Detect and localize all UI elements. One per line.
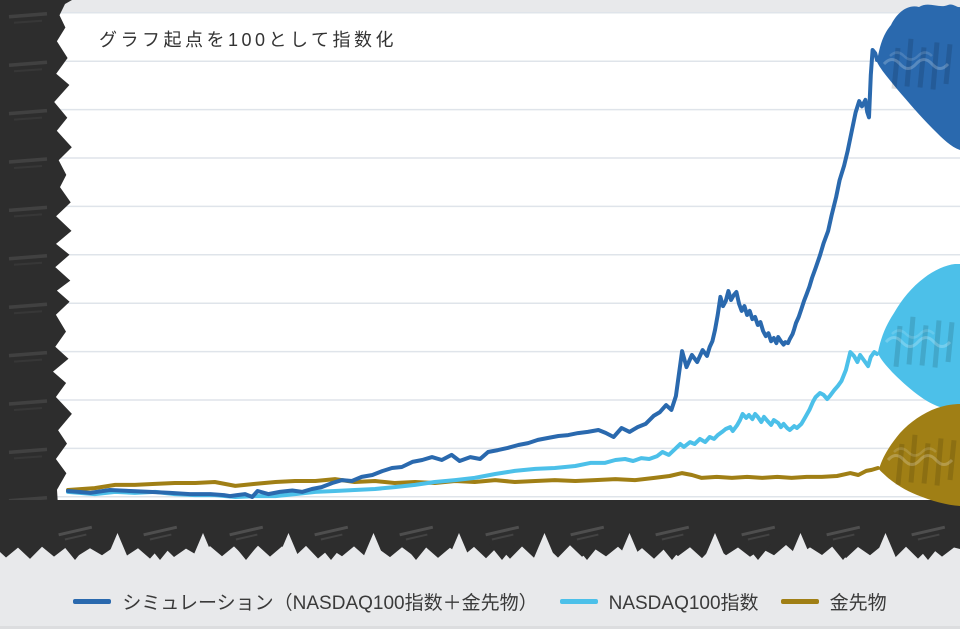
gridlines [0,12,960,498]
legend-item-simulation: シミュレーション（NASDAQ100指数＋金先物） [73,588,538,615]
redacted-date-label [911,525,946,541]
legend: シミュレーション（NASDAQ100指数＋金先物） NASDAQ100指数 金先… [0,586,960,616]
series-line [66,350,879,499]
redacted-date-label [143,525,178,541]
series-line [66,48,879,499]
legend-label-gold: 金先物 [829,592,887,614]
redacted-end-label-nasdaq100 [878,264,960,409]
series-line [66,466,880,492]
legend-swatch-nasdaq100 [559,598,598,604]
redacted-x-axis-labels [0,500,960,560]
redacted-date-label [399,525,434,541]
redacted-end-label-simulation [877,4,960,151]
redacted-date-label [741,525,776,541]
redacted-date-label [229,525,264,541]
redacted-date-label [314,525,349,541]
legend-label-simulation: シミュレーション（NASDAQ100指数＋金先物） [122,592,538,614]
image-bottom-edge [0,626,960,629]
redacted-end-label-gold [879,404,960,506]
redacted-date-label [826,525,861,541]
plot-area [0,13,960,501]
redacted-date-label [58,525,93,541]
legend-item-gold: 金先物 [780,588,887,615]
redacted-y-axis-labels [0,0,72,514]
chart-annotation: グラフ起点を100として指数化 [99,30,397,50]
redacted-date-label [485,525,520,541]
legend-swatch-gold [780,598,819,604]
legend-item-nasdaq100: NASDAQ100指数 [559,588,759,615]
legend-swatch-simulation [73,598,112,604]
redacted-end-value-labels [877,4,960,506]
series-lines [66,48,880,499]
redacted-date-label [655,525,690,541]
legend-label-nasdaq100: NASDAQ100指数 [608,592,759,614]
redacted-date-label [570,525,605,541]
